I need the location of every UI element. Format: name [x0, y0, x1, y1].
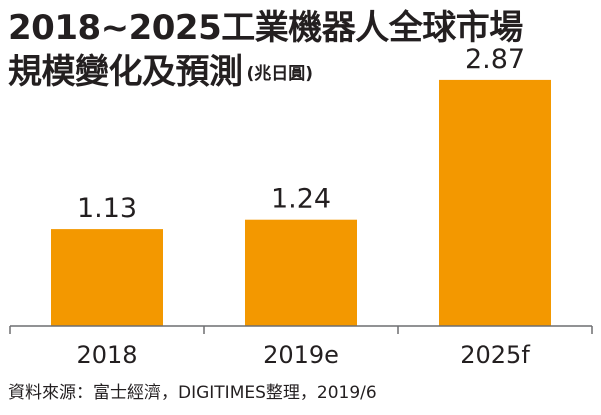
- source-note: 資料來源：富士經濟，DIGITIMES整理，2019/6: [8, 383, 377, 403]
- value-labels-group: 1.13 1.24 2.87: [77, 44, 525, 224]
- chart-title: 2018~2025工業機器人全球市場 規模變化及預測 (兆日圓): [8, 6, 523, 96]
- bar-2025f: [439, 79, 551, 327]
- value-label-2025f: 2.87: [465, 44, 525, 75]
- x-tick-labels-group: 2018 2019e 2025f: [76, 341, 530, 369]
- value-label-2018: 1.13: [77, 193, 137, 224]
- unit-label: (兆日圓): [246, 64, 314, 84]
- x-tick-label-2019e: 2019e: [263, 341, 339, 369]
- x-axis: [9, 325, 593, 334]
- bar-2019e: [245, 219, 357, 326]
- value-label-2019e: 1.24: [271, 184, 331, 215]
- x-tick-label-2018: 2018: [76, 341, 137, 369]
- chart-title-line1: 2018~2025工業機器人全球市場: [8, 8, 523, 48]
- bars-group: [51, 79, 551, 327]
- bar-2018: [51, 229, 163, 326]
- x-tick-label-2025f: 2025f: [460, 341, 530, 369]
- chart-title-line2-text: 規模變化及預測: [8, 52, 243, 92]
- chart-title-line2: 規模變化及預測 (兆日圓): [8, 50, 523, 96]
